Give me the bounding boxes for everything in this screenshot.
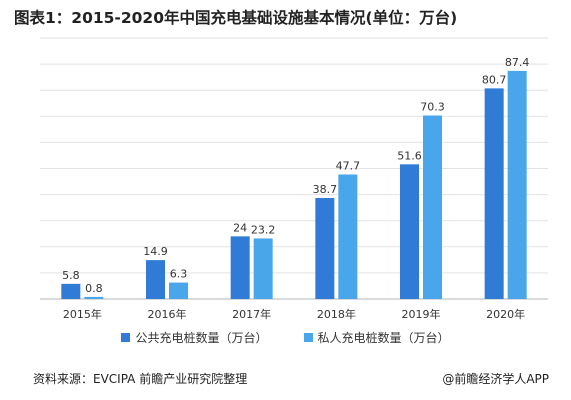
bar-private — [84, 296, 104, 299]
x-tick-label: 2017年 — [232, 307, 271, 321]
bar-private — [423, 115, 442, 299]
data-label: 14.9 — [143, 245, 168, 258]
legend-swatch-public — [121, 333, 131, 342]
legend-label-public: 公共充电桩数量（万台） — [135, 331, 268, 345]
data-label: 70.3 — [420, 101, 445, 114]
bar-private — [253, 238, 273, 299]
bar-public — [400, 164, 419, 299]
data-label: 5.8 — [62, 269, 80, 282]
chart-title: 图表1：2015-2020年中国充电基础设施基本情况(单位：万台) — [14, 9, 458, 27]
data-label: 6.3 — [170, 268, 188, 281]
data-label: 47.7 — [336, 160, 361, 173]
x-tick-label: 2018年 — [317, 307, 356, 321]
legend-label-private: 私人充电桩数量（万台） — [317, 331, 450, 345]
bar-public — [230, 236, 250, 299]
bar-public — [61, 283, 81, 299]
data-label: 23.2 — [251, 223, 276, 236]
x-tick-label: 2016年 — [148, 307, 187, 321]
x-tick-label: 2020年 — [486, 307, 525, 321]
bar-public — [315, 197, 335, 299]
data-label: 51.6 — [397, 149, 422, 162]
chart-legend: 公共充电桩数量（万台） 私人充电桩数量（万台） — [0, 329, 571, 346]
credit-note: @前瞻经济学人APP — [442, 372, 549, 386]
x-tick-label: 2019年 — [402, 307, 441, 321]
bar-private — [338, 174, 358, 299]
data-label: 38.7 — [313, 183, 338, 196]
data-label: 0.8 — [85, 282, 103, 295]
data-label: 24 — [233, 221, 247, 234]
bar-private — [169, 282, 188, 299]
bar-public — [484, 88, 504, 299]
x-tick-label: 2015年 — [63, 307, 102, 321]
data-label: 87.4 — [505, 56, 530, 69]
bar-public — [146, 260, 165, 299]
legend-item-public: 公共充电桩数量（万台） — [121, 329, 268, 346]
legend-item-private: 私人充电桩数量（万台） — [303, 329, 450, 346]
bar-private — [507, 70, 527, 299]
source-note: 资料来源：EVCIPA 前瞻产业研究院整理 — [33, 372, 248, 386]
legend-swatch-private — [303, 333, 313, 342]
data-label: 80.7 — [482, 73, 507, 86]
